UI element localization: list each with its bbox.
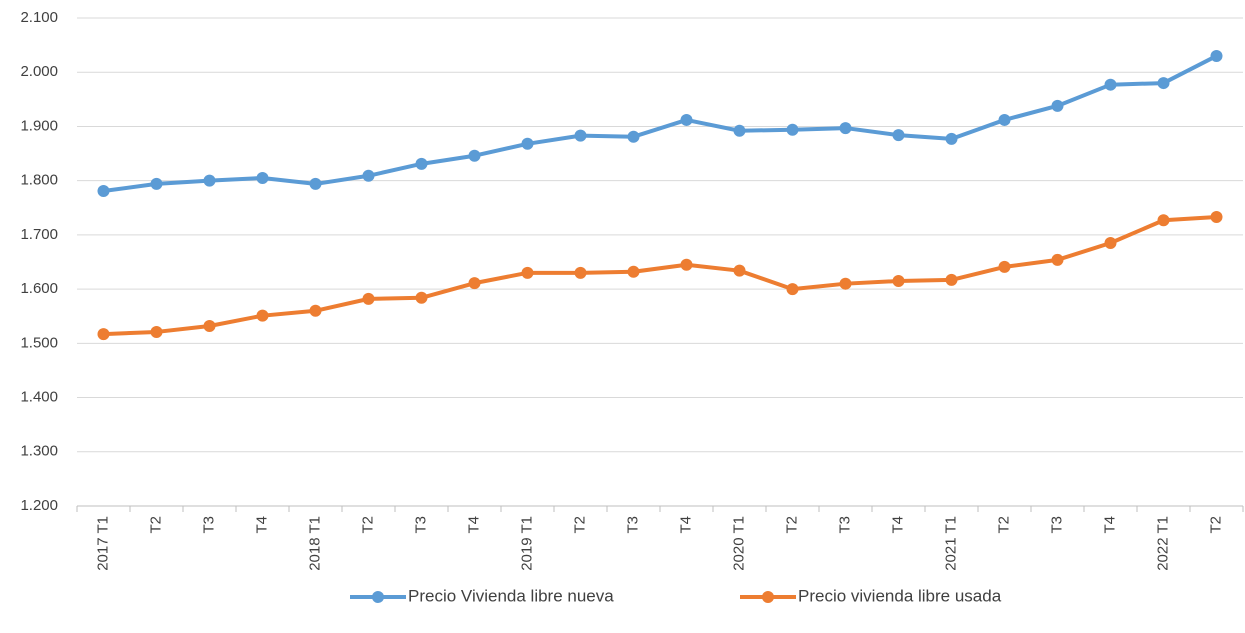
data-point	[786, 123, 799, 136]
data-point	[1104, 78, 1117, 91]
x-tick-label: 2021 T1	[942, 516, 959, 571]
x-tick-label: T2	[359, 516, 376, 534]
data-point	[574, 266, 587, 279]
data-point	[574, 129, 587, 142]
series-line	[103, 54, 1218, 193]
y-tick-label: 1.300	[20, 443, 58, 460]
x-tick-label: 2022 T1	[1154, 516, 1171, 571]
x-tick-label: 2020 T1	[730, 516, 747, 571]
data-point	[521, 266, 534, 279]
data-point	[945, 273, 958, 286]
x-tick-label: T4	[465, 516, 482, 534]
legend-marker	[762, 591, 774, 603]
data-point	[786, 283, 799, 296]
data-point	[1051, 253, 1064, 266]
data-point	[415, 157, 428, 170]
legend-label: Precio vivienda libre usada	[798, 586, 1002, 605]
data-point	[203, 174, 216, 187]
y-tick-label: 2.000	[20, 63, 58, 80]
data-point	[627, 265, 640, 278]
data-point	[468, 149, 481, 162]
x-tick-label: T3	[624, 516, 641, 534]
x-tick-label: T2	[995, 516, 1012, 534]
data-point	[733, 124, 746, 137]
data-point	[1157, 214, 1170, 227]
x-tick-label: T4	[677, 516, 694, 534]
y-tick-label: 1.800	[20, 172, 58, 189]
data-point	[1210, 49, 1223, 62]
data-point	[892, 274, 905, 287]
y-tick-label: 1.600	[20, 280, 58, 297]
data-point	[1210, 210, 1223, 223]
data-point	[680, 113, 693, 126]
data-point	[1157, 77, 1170, 90]
data-point	[892, 129, 905, 142]
data-point	[256, 171, 269, 184]
x-tick-label: T4	[889, 516, 906, 534]
data-point	[362, 169, 375, 182]
x-tick-label: T2	[1207, 516, 1224, 534]
data-point	[362, 292, 375, 305]
data-point	[1051, 99, 1064, 112]
y-tick-label: 2.100	[20, 9, 58, 26]
x-tick-label: T3	[412, 516, 429, 534]
x-tick-label: T2	[571, 516, 588, 534]
data-point	[945, 132, 958, 145]
data-point	[256, 309, 269, 322]
data-point	[680, 258, 693, 271]
data-point	[839, 122, 852, 135]
data-point	[97, 184, 110, 197]
data-point	[150, 325, 163, 338]
y-tick-label: 1.200	[20, 497, 58, 514]
data-point	[998, 113, 1011, 126]
data-point	[309, 304, 322, 317]
x-tick-label: 2017 T1	[94, 516, 111, 571]
legend-label: Precio Vivienda libre nueva	[408, 586, 614, 605]
data-point	[97, 328, 110, 341]
x-tick-label: 2018 T1	[306, 516, 323, 571]
legend-marker	[372, 591, 384, 603]
y-tick-label: 1.400	[20, 389, 58, 406]
data-point	[415, 291, 428, 304]
data-point	[468, 277, 481, 290]
data-point	[839, 277, 852, 290]
x-tick-label: T3	[200, 516, 217, 534]
x-tick-label: 2019 T1	[518, 516, 535, 571]
x-tick-label: T4	[1101, 516, 1118, 534]
x-tick-label: T2	[147, 516, 164, 534]
y-tick-label: 1.700	[20, 226, 58, 243]
data-point	[627, 130, 640, 143]
x-tick-label: T4	[253, 516, 270, 534]
y-tick-label: 1.500	[20, 334, 58, 351]
x-tick-label: T2	[783, 516, 800, 534]
series-line	[103, 214, 1217, 337]
data-point	[309, 177, 322, 190]
x-tick-label: T3	[836, 516, 853, 534]
y-tick-label: 1.900	[20, 117, 58, 134]
data-point	[521, 137, 534, 150]
data-point	[998, 260, 1011, 273]
x-tick-label: T3	[1048, 516, 1065, 534]
data-point	[733, 264, 746, 277]
data-point	[150, 177, 163, 190]
data-point	[203, 319, 216, 332]
data-point	[1104, 237, 1117, 250]
